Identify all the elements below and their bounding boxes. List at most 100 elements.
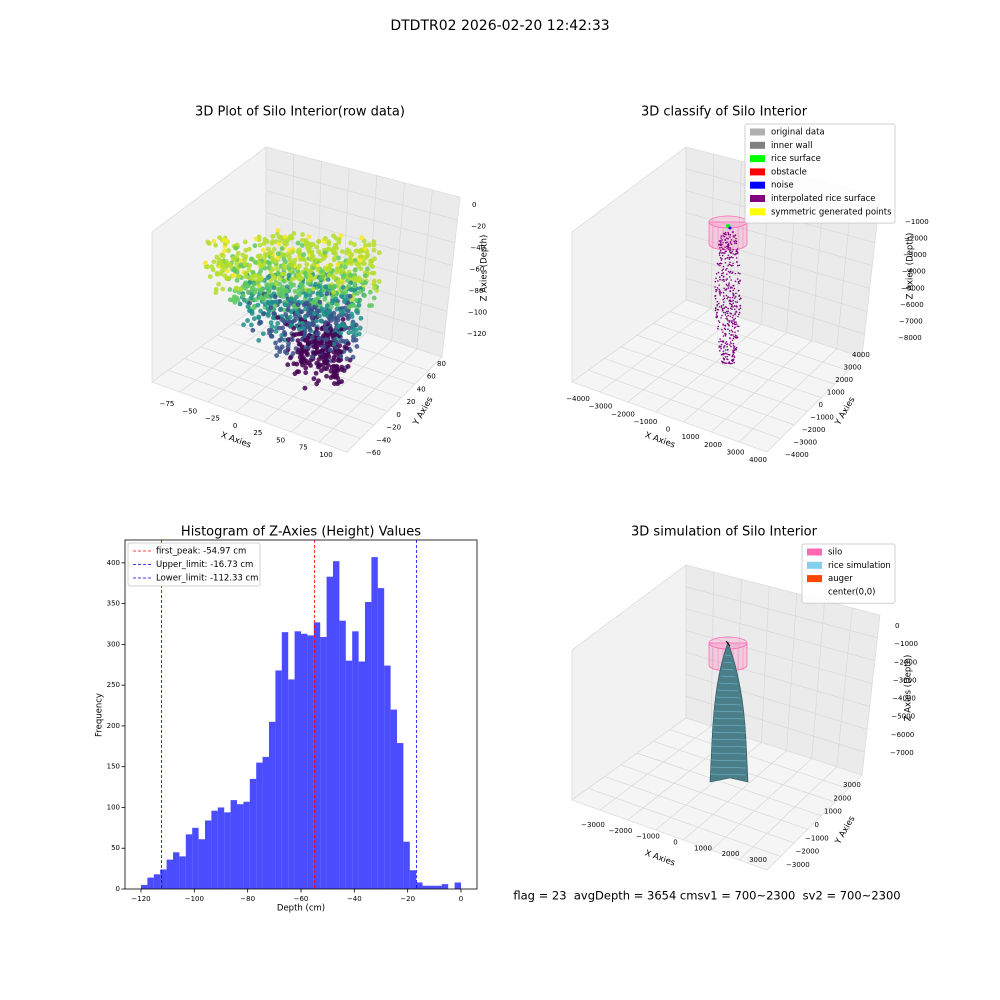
point: [279, 271, 285, 277]
point: [319, 268, 325, 274]
point: [723, 327, 726, 330]
point: [314, 244, 320, 250]
point: [250, 327, 256, 333]
point: [309, 335, 315, 341]
point: [357, 257, 363, 263]
point: [722, 234, 724, 237]
point: [340, 322, 345, 327]
point: [234, 269, 240, 275]
bar: [390, 709, 397, 889]
point: [286, 254, 292, 260]
point: [718, 345, 721, 347]
point: [356, 331, 362, 337]
bar: [230, 800, 237, 889]
point: [718, 254, 721, 256]
point: [296, 326, 302, 332]
grid-3d: [599, 725, 712, 811]
point: [730, 333, 733, 336]
point: [268, 293, 274, 299]
grid-3d: [685, 586, 878, 639]
point: [738, 313, 740, 316]
rice-surface: [709, 641, 749, 783]
point: [722, 324, 725, 326]
point: [721, 254, 724, 257]
y-tick-label: −60: [366, 449, 381, 457]
y-tick-label: 300: [107, 640, 120, 648]
point: [729, 270, 732, 273]
point: [316, 249, 322, 255]
point: [725, 288, 728, 290]
point: [719, 290, 721, 292]
point: [323, 284, 329, 290]
point: [714, 309, 717, 312]
bar: [198, 839, 205, 889]
point: [734, 317, 737, 320]
y-tick-label: −20: [386, 424, 401, 432]
point: [310, 286, 316, 292]
point: [331, 233, 336, 239]
point: [331, 381, 337, 386]
point: [719, 247, 721, 249]
point: [332, 256, 337, 261]
point: [735, 323, 738, 325]
surface-mesh: [712, 710, 744, 713]
point: [233, 245, 239, 251]
point: [737, 289, 740, 292]
point: [352, 242, 357, 247]
point: [722, 272, 725, 274]
point: [725, 310, 728, 313]
bar: [217, 807, 225, 889]
point: [316, 336, 322, 342]
point: [303, 293, 309, 299]
legend-box: [127, 542, 261, 587]
point: [298, 256, 304, 262]
point: [296, 247, 302, 253]
point: [729, 261, 731, 264]
point: [334, 372, 340, 377]
point: [340, 275, 346, 280]
point: [376, 250, 382, 256]
point: [730, 305, 733, 308]
point: [266, 288, 272, 294]
y-tick-label: −1000: [805, 834, 829, 842]
surface-mesh: [714, 703, 742, 706]
point: [359, 235, 365, 241]
z-tick-label: −80: [469, 287, 484, 295]
point: [736, 335, 738, 337]
point: [724, 239, 727, 241]
point: [721, 252, 724, 254]
point: [295, 273, 301, 278]
point: [358, 315, 364, 321]
bar: [288, 679, 295, 889]
legend-box: [801, 543, 896, 604]
point: [205, 239, 211, 245]
surface-mesh: [709, 731, 747, 734]
point: [718, 276, 721, 278]
point: [338, 330, 344, 336]
point: [273, 281, 279, 287]
point: [257, 260, 262, 266]
grid-3d: [604, 776, 795, 844]
point: [731, 360, 734, 362]
bar: [269, 721, 276, 889]
point: [728, 300, 731, 302]
y-tick-label: 1000: [824, 808, 842, 816]
point: [303, 301, 308, 307]
point: [728, 276, 731, 278]
point: [724, 352, 727, 355]
point: [323, 327, 328, 332]
point: [719, 249, 722, 252]
point: [273, 259, 279, 265]
point: [728, 344, 731, 346]
z-tick-label: −8000: [898, 334, 922, 342]
point: [213, 242, 218, 248]
point: [734, 272, 737, 275]
grid-3d: [685, 255, 868, 312]
point: [731, 354, 734, 357]
grid-3d: [627, 316, 737, 403]
point: [346, 330, 352, 336]
point: [331, 290, 336, 295]
point: [292, 371, 298, 377]
point: [307, 327, 313, 332]
